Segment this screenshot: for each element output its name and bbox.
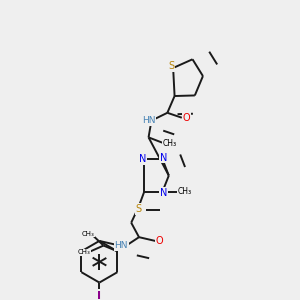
Text: I: I bbox=[98, 292, 101, 300]
Text: HN: HN bbox=[114, 241, 128, 250]
Text: N: N bbox=[139, 154, 146, 164]
Text: S: S bbox=[135, 204, 142, 214]
Text: CH₃: CH₃ bbox=[78, 249, 91, 255]
Text: HN: HN bbox=[142, 116, 155, 125]
Text: CH₃: CH₃ bbox=[178, 187, 192, 196]
Text: CH₃: CH₃ bbox=[163, 139, 177, 148]
Text: N: N bbox=[160, 153, 168, 163]
Text: O: O bbox=[182, 113, 190, 123]
Text: CH₃: CH₃ bbox=[82, 231, 94, 237]
Text: N: N bbox=[160, 188, 168, 198]
Text: O: O bbox=[156, 236, 164, 246]
Text: S: S bbox=[168, 61, 174, 71]
